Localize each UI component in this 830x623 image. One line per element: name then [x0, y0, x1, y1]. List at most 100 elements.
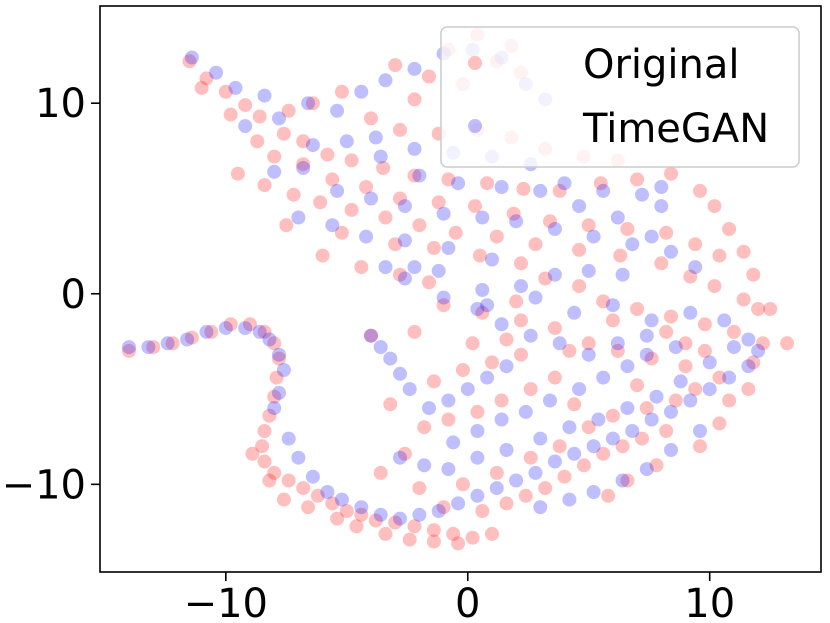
point-timegan-69 [272, 347, 286, 362]
point-timegan-142 [436, 290, 451, 305]
point-timegan-36 [359, 229, 374, 244]
point-original-50 [620, 222, 635, 236]
point-timegan-95 [683, 393, 698, 408]
point-timegan-148 [610, 336, 625, 351]
point-original-27 [344, 202, 359, 217]
x-axis: −10 0 10 [184, 572, 735, 623]
point-timegan-70 [276, 363, 291, 377]
point-timegan-55 [605, 298, 620, 313]
point-original-4 [252, 109, 267, 124]
point-timegan-71 [272, 385, 286, 400]
point-original-188 [422, 275, 436, 290]
point-timegan-30 [586, 229, 601, 244]
point-timegan-43 [654, 199, 669, 214]
x-tick-label: 10 [684, 581, 735, 623]
point-original-158 [693, 439, 707, 454]
point-original-42 [325, 172, 340, 187]
point-timegan-128 [620, 401, 635, 416]
point-original-44 [393, 191, 407, 206]
point-timegan-116 [596, 370, 611, 385]
point-original-5 [276, 126, 291, 141]
point-original-75 [712, 370, 727, 385]
point-original-74 [678, 359, 693, 374]
point-original-152 [373, 465, 388, 480]
point-original-95 [257, 454, 272, 469]
point-timegan-131 [702, 355, 717, 370]
point-timegan-157 [572, 199, 587, 214]
point-timegan-153 [412, 168, 427, 183]
point-original-145 [547, 370, 562, 385]
point-original-157 [649, 458, 664, 473]
point-original-199 [746, 355, 761, 370]
plot-frame [99, 5, 822, 573]
point-original-87 [257, 324, 272, 339]
point-timegan-47 [547, 267, 562, 282]
point-timegan-97 [722, 370, 737, 385]
point-original-97 [281, 473, 296, 488]
point-original-91 [267, 389, 282, 404]
point-original-39 [763, 302, 778, 316]
point-timegan-23 [330, 183, 345, 198]
point-original-13 [516, 181, 531, 196]
point-timegan-21 [267, 164, 282, 179]
point-timegan-89 [567, 446, 582, 461]
point-original-29 [412, 218, 427, 233]
point-original-57 [426, 241, 441, 255]
point-original-45 [431, 195, 446, 210]
point-timegan-4 [272, 111, 286, 126]
point-timegan-125 [533, 431, 548, 446]
y-tick-label: −10 [2, 462, 86, 508]
point-timegan-65 [218, 321, 233, 336]
point-timegan-20 [238, 119, 253, 134]
point-timegan-53 [528, 290, 543, 305]
point-timegan-52 [480, 298, 495, 313]
point-timegan-73 [281, 431, 296, 446]
point-original-112 [276, 492, 291, 507]
point-original-196 [659, 324, 674, 339]
point-original-43 [359, 180, 374, 194]
point-timegan-6 [330, 103, 345, 118]
point-timegan-85 [489, 481, 504, 496]
point-timegan-9 [407, 61, 422, 76]
point-timegan-83 [451, 496, 466, 511]
point-original-168 [407, 92, 422, 107]
point-original-56 [388, 237, 403, 252]
point-timegan-34 [291, 210, 306, 225]
point-timegan-133 [693, 424, 707, 438]
point-original-53 [712, 248, 727, 263]
point-timegan-29 [547, 222, 562, 236]
point-original-48 [543, 214, 557, 229]
point-original-192 [364, 328, 378, 343]
point-timegan-119 [668, 340, 683, 355]
point-original-138 [688, 382, 703, 397]
point-timegan-138 [562, 492, 577, 507]
point-original-107 [446, 526, 461, 541]
point-original-125 [576, 458, 591, 473]
point-original-14 [552, 183, 567, 198]
point-original-92 [262, 408, 277, 423]
point-timegan-27 [475, 210, 490, 225]
point-original-127 [615, 439, 630, 454]
point-timegan-44 [644, 229, 659, 244]
point-original-106 [426, 523, 441, 538]
point-timegan-54 [567, 305, 582, 320]
point-timegan-104 [402, 382, 417, 397]
point-original-96 [267, 465, 282, 480]
point-timegan-146 [552, 336, 567, 351]
point-original-131 [489, 465, 504, 480]
point-original-151 [397, 446, 412, 461]
point-original-124 [557, 469, 572, 484]
point-original-155 [601, 488, 616, 503]
point-original-198 [722, 393, 737, 408]
point-original-59 [514, 256, 528, 271]
point-timegan-35 [325, 218, 340, 233]
point-timegan-151 [339, 134, 354, 149]
point-original-94 [255, 439, 270, 454]
point-original-61 [572, 279, 587, 294]
point-original-38 [736, 292, 751, 307]
point-timegan-7 [354, 84, 369, 99]
point-timegan-51 [397, 271, 412, 286]
point-timegan-155 [494, 180, 509, 194]
point-original-12 [480, 176, 495, 191]
point-timegan-113 [518, 404, 533, 419]
